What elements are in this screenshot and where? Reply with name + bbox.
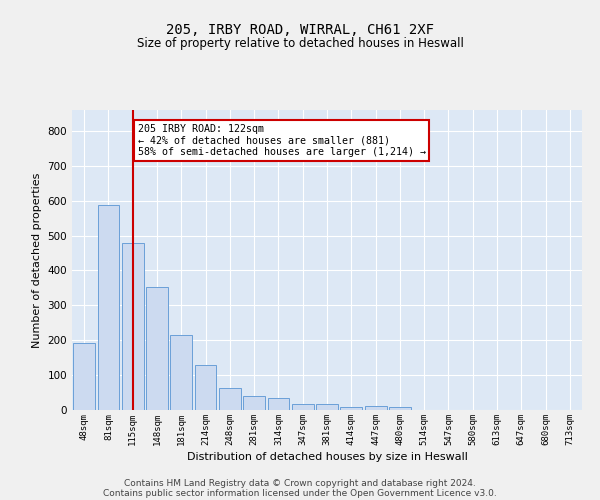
Text: 205 IRBY ROAD: 122sqm
← 42% of detached houses are smaller (881)
58% of semi-det: 205 IRBY ROAD: 122sqm ← 42% of detached … — [137, 124, 425, 157]
Text: Contains HM Land Registry data © Crown copyright and database right 2024.: Contains HM Land Registry data © Crown c… — [124, 478, 476, 488]
Bar — [97, 205, 119, 410]
Text: 205, IRBY ROAD, WIRRAL, CH61 2XF: 205, IRBY ROAD, WIRRAL, CH61 2XF — [166, 22, 434, 36]
Bar — [243, 396, 265, 410]
Bar — [219, 388, 241, 410]
Bar — [122, 242, 143, 410]
Y-axis label: Number of detached properties: Number of detached properties — [32, 172, 42, 348]
Bar — [170, 335, 192, 410]
Bar — [146, 287, 168, 410]
X-axis label: Distribution of detached houses by size in Heswall: Distribution of detached houses by size … — [187, 452, 467, 462]
Text: Contains public sector information licensed under the Open Government Licence v3: Contains public sector information licen… — [103, 488, 497, 498]
Bar — [73, 343, 95, 410]
Bar — [268, 398, 289, 410]
Bar — [316, 404, 338, 410]
Text: Size of property relative to detached houses in Heswall: Size of property relative to detached ho… — [137, 38, 463, 51]
Bar — [194, 364, 217, 410]
Bar — [340, 407, 362, 410]
Bar — [365, 406, 386, 410]
Bar — [389, 407, 411, 410]
Bar — [292, 404, 314, 410]
